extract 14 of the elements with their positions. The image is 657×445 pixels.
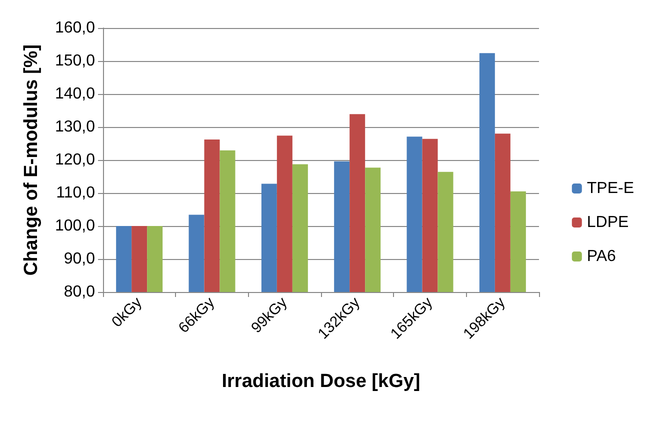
y-tick-label: 90,0 <box>64 250 96 268</box>
y-tick-label: 160,0 <box>54 20 96 36</box>
y-tick-label: 110,0 <box>56 184 96 202</box>
y-tick-label: 80,0 <box>64 284 96 300</box>
y-tick-label: 120,0 <box>54 152 96 168</box>
legend-label: LDPE <box>586 214 629 231</box>
x-axis-title: Irradiation Dose [kGy] <box>222 371 420 392</box>
y-axis-title: Change of E-modulus [%] <box>21 44 42 276</box>
legend-label: TPE-E <box>586 180 634 197</box>
legend-label: PA6 <box>586 248 616 265</box>
y-tick-label: 150,0 <box>54 52 96 70</box>
y-tick-label: 130,0 <box>54 118 96 136</box>
y-tick-label: 100,0 <box>54 218 96 234</box>
y-tick-label: 140,0 <box>54 86 96 102</box>
